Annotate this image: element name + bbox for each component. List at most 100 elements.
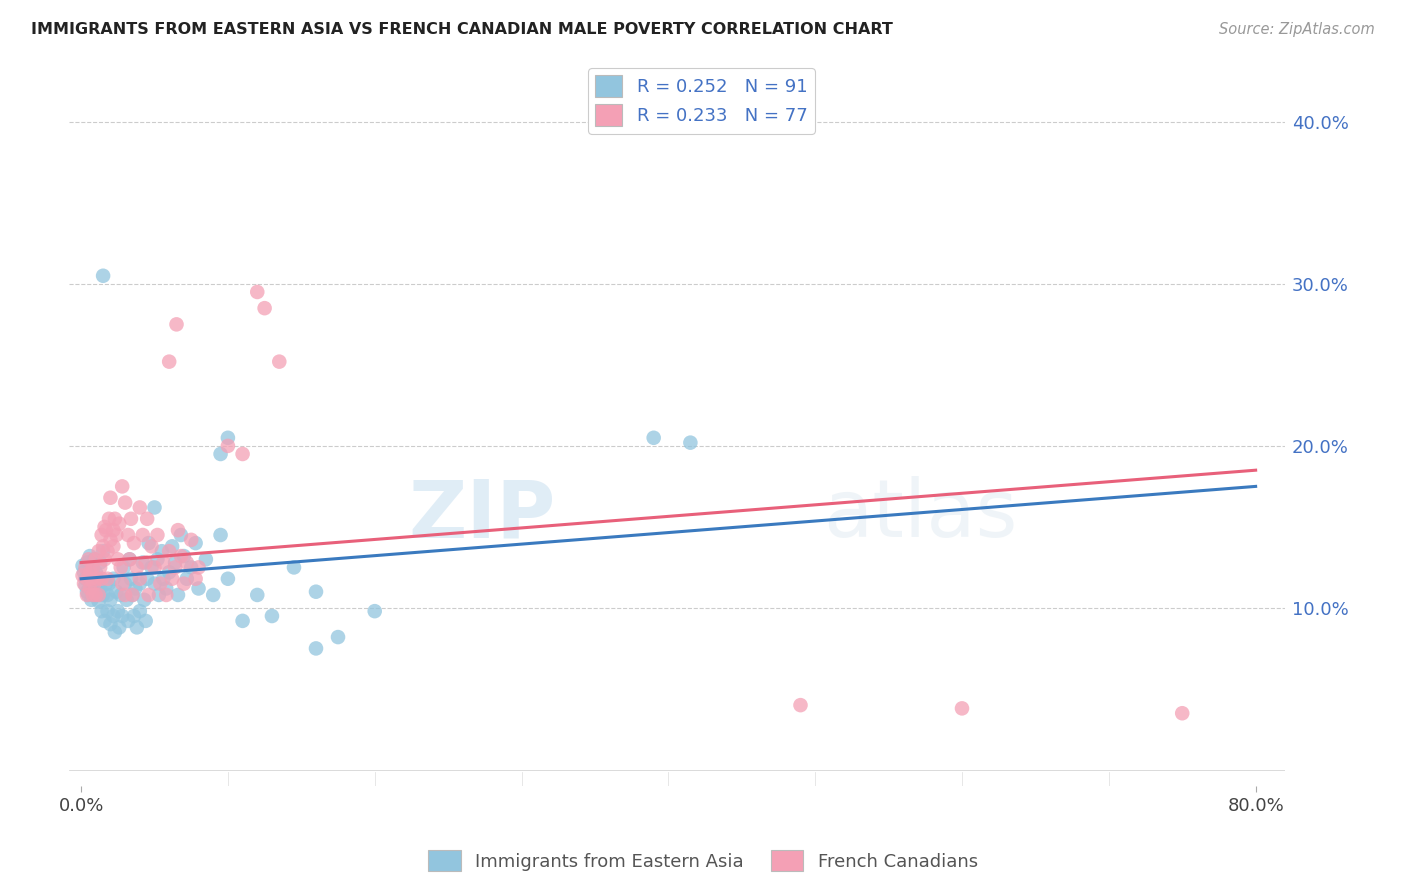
Point bbox=[136, 512, 159, 526]
Point bbox=[76, 572, 98, 586]
Point bbox=[103, 609, 125, 624]
Point bbox=[77, 588, 100, 602]
Point bbox=[80, 582, 103, 596]
Point bbox=[110, 588, 132, 602]
Point bbox=[950, 701, 973, 715]
Point bbox=[83, 576, 105, 591]
Point bbox=[121, 588, 143, 602]
Point bbox=[84, 576, 107, 591]
Point bbox=[143, 576, 166, 591]
Point bbox=[96, 544, 118, 558]
Point bbox=[134, 592, 156, 607]
Point bbox=[283, 560, 305, 574]
Point bbox=[232, 614, 254, 628]
Point bbox=[165, 560, 187, 574]
Point bbox=[93, 552, 115, 566]
Point bbox=[180, 560, 202, 574]
Point bbox=[141, 560, 163, 574]
Point bbox=[100, 533, 122, 547]
Point bbox=[114, 576, 136, 591]
Point bbox=[104, 512, 127, 526]
Point bbox=[209, 528, 232, 542]
Point bbox=[128, 572, 150, 586]
Point bbox=[72, 568, 94, 582]
Point bbox=[167, 523, 190, 537]
Point bbox=[166, 318, 188, 332]
Point bbox=[87, 576, 110, 591]
Point bbox=[118, 552, 141, 566]
Point bbox=[305, 641, 328, 656]
Point bbox=[157, 354, 180, 368]
Point bbox=[136, 572, 159, 586]
Point bbox=[112, 560, 135, 574]
Point bbox=[94, 576, 117, 591]
Point bbox=[187, 560, 209, 574]
Point bbox=[103, 539, 125, 553]
Point bbox=[155, 582, 177, 596]
Point bbox=[121, 588, 143, 602]
Point bbox=[82, 572, 104, 586]
Point bbox=[75, 560, 97, 574]
Point bbox=[80, 572, 103, 586]
Point bbox=[125, 620, 148, 634]
Point bbox=[91, 268, 114, 283]
Point bbox=[117, 528, 139, 542]
Point bbox=[157, 544, 180, 558]
Point bbox=[364, 604, 387, 618]
Point bbox=[93, 614, 115, 628]
Point bbox=[152, 556, 174, 570]
Point bbox=[269, 354, 291, 368]
Point bbox=[246, 285, 269, 299]
Point bbox=[86, 572, 108, 586]
Point bbox=[76, 556, 98, 570]
Point bbox=[79, 566, 101, 580]
Point bbox=[90, 604, 112, 618]
Point bbox=[246, 588, 269, 602]
Point bbox=[73, 566, 96, 580]
Point bbox=[217, 439, 239, 453]
Point bbox=[103, 572, 125, 586]
Point bbox=[91, 539, 114, 553]
Point bbox=[146, 552, 169, 566]
Point bbox=[135, 614, 157, 628]
Point bbox=[83, 552, 105, 566]
Point bbox=[76, 584, 98, 599]
Point bbox=[110, 560, 132, 574]
Point bbox=[1171, 706, 1194, 721]
Point bbox=[138, 588, 160, 602]
Point bbox=[108, 620, 131, 634]
Text: atlas: atlas bbox=[823, 476, 1018, 554]
Point bbox=[89, 556, 111, 570]
Point bbox=[84, 588, 107, 602]
Text: Source: ZipAtlas.com: Source: ZipAtlas.com bbox=[1219, 22, 1375, 37]
Point bbox=[79, 549, 101, 563]
Point bbox=[98, 512, 121, 526]
Point bbox=[143, 500, 166, 515]
Point bbox=[132, 528, 155, 542]
Text: IMMIGRANTS FROM EASTERN ASIA VS FRENCH CANADIAN MALE POVERTY CORRELATION CHART: IMMIGRANTS FROM EASTERN ASIA VS FRENCH C… bbox=[31, 22, 893, 37]
Point bbox=[117, 614, 139, 628]
Point bbox=[82, 588, 104, 602]
Point bbox=[141, 539, 163, 553]
Point bbox=[120, 512, 142, 526]
Point bbox=[89, 582, 111, 596]
Point bbox=[643, 431, 665, 445]
Point bbox=[160, 572, 183, 586]
Legend: Immigrants from Eastern Asia, French Canadians: Immigrants from Eastern Asia, French Can… bbox=[420, 843, 986, 879]
Point bbox=[194, 552, 217, 566]
Point bbox=[157, 566, 180, 580]
Point bbox=[679, 435, 702, 450]
Point bbox=[180, 533, 202, 547]
Point bbox=[176, 572, 198, 586]
Point bbox=[105, 528, 128, 542]
Point bbox=[125, 560, 148, 574]
Point bbox=[108, 516, 131, 531]
Point bbox=[75, 572, 97, 586]
Point bbox=[170, 528, 193, 542]
Point bbox=[84, 566, 107, 580]
Point bbox=[83, 588, 105, 602]
Point bbox=[103, 523, 125, 537]
Point bbox=[160, 539, 183, 553]
Legend: R = 0.252   N = 91, R = 0.233   N = 77: R = 0.252 N = 91, R = 0.233 N = 77 bbox=[588, 68, 815, 134]
Point bbox=[789, 698, 811, 713]
